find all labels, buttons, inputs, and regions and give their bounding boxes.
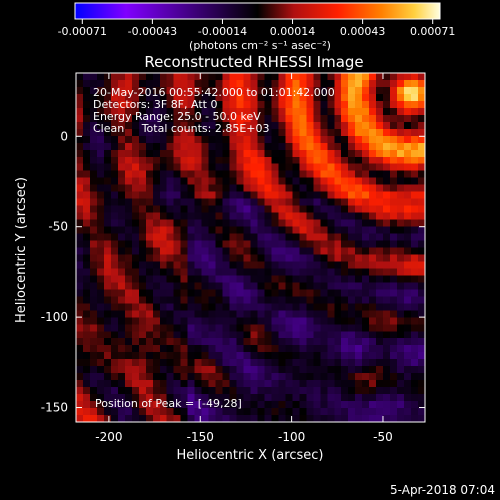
y-tick-label: -50 [48,220,68,234]
x-tick-label: -50 [373,430,393,444]
footer-timestamp: 5-Apr-2018 07:04 [390,483,495,497]
annotation-detectors: Detectors: 3F 8F, Att 0 [93,98,217,111]
x-tick-label: -150 [187,430,214,444]
y-axis-label: Heliocentric Y (arcsec) [14,177,29,323]
y-tick-label: 0 [60,129,68,143]
y-tick-label: -100 [41,310,68,324]
colorbar-tick-label: -0.00043 [128,25,177,38]
x-axis-label: Heliocentric X (arcsec) [177,448,324,463]
plot-frame [75,72,426,423]
x-axis-ticks: -200 -150 -100 -50 [95,73,393,444]
heatmap-pixels [76,73,425,422]
colorbar-tick-label: -0.00071 [58,25,107,38]
colorbar-tick-label: 0.00014 [270,25,316,38]
y-axis-ticks: 0 -50 -100 -150 [41,129,425,415]
colorbar-units: (photons cm⁻² s⁻¹ asec⁻²) [189,39,331,52]
colorbar-tick-label: 0.00071 [410,25,456,38]
annotation-time: 20-May-2016 00:55:42.000 to 01:01:42.000 [93,86,335,99]
heatmap-image [76,73,425,422]
x-tick-label: -100 [278,430,305,444]
x-tick-label: -200 [95,430,122,444]
peak-position-label: Position of Peak = [-49,28] [95,397,242,410]
colorbar-ticks: -0.00071 -0.00043 -0.00014 0.00014 0.00043 0.… [58,19,456,38]
colorbar-tick-label: 0.00043 [340,25,386,38]
colorbar [74,2,441,20]
colorbar-tick-label: -0.00014 [198,25,247,38]
chart-title: Reconstructed RHESSI Image [144,53,363,71]
annotation-counts: Clean Total counts: 2.85E+03 [93,122,270,135]
y-tick-label: -150 [41,401,68,415]
annotation-energy: Energy Range: 25.0 - 50.0 keV [93,110,261,123]
